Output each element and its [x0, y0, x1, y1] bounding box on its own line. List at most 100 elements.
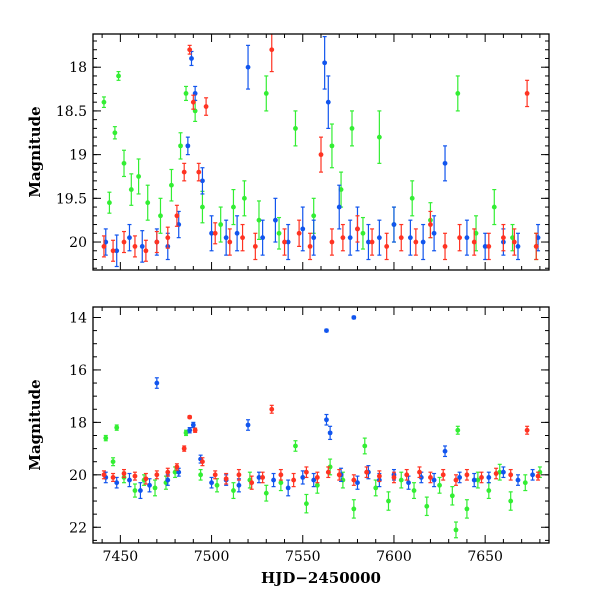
data-point [351, 506, 357, 512]
top-panel-data-points [101, 34, 541, 268]
data-point [223, 476, 229, 482]
data-point [293, 443, 298, 449]
data-point [428, 475, 433, 480]
data-point [103, 435, 109, 441]
data-point [501, 235, 506, 241]
top-panel: 18 18.5 19 19.5 20 Magnitude [26, 33, 550, 271]
data-point [535, 235, 541, 241]
data-point [376, 235, 382, 241]
data-point [121, 239, 127, 245]
data-point [293, 125, 298, 131]
data-point [260, 235, 266, 241]
data-point [101, 472, 107, 478]
data-point [464, 506, 470, 512]
data-point [256, 475, 262, 480]
data-point [143, 248, 149, 254]
data-point [271, 477, 276, 483]
data-point [282, 239, 287, 245]
data-point [189, 56, 194, 61]
data-point [260, 475, 266, 480]
data-point [227, 239, 233, 245]
bottom-panel-data-points [101, 315, 543, 539]
data-point [384, 244, 390, 249]
data-point [362, 443, 368, 449]
data-point [486, 475, 492, 480]
data-point [515, 244, 521, 249]
data-point [417, 469, 422, 475]
data-point [482, 244, 488, 249]
data-point [198, 472, 204, 478]
bottom-panel-ticks: 7450 7500 7550 7600 7650 14 16 18 20 22 [69, 307, 549, 565]
data-point [369, 239, 375, 245]
data-point [236, 482, 242, 488]
y-tick-label: 20 [69, 235, 87, 251]
top-panel-ticks: 18 18.5 19 19.5 20 [56, 34, 549, 270]
data-point [376, 473, 382, 479]
data-point [101, 99, 107, 105]
data-point [234, 230, 240, 236]
data-point [329, 239, 335, 245]
data-point [300, 226, 306, 232]
data-point [325, 469, 331, 475]
data-point [200, 459, 205, 465]
data-point [486, 488, 492, 493]
data-point [508, 498, 514, 504]
data-point [245, 64, 251, 70]
data-point [455, 91, 461, 96]
bottom-panel-x-axis-label: HJD−2450000 [261, 569, 381, 587]
data-point [491, 204, 497, 210]
data-point [209, 230, 214, 236]
data-point [431, 230, 437, 236]
data-point [252, 244, 258, 249]
data-point [165, 477, 171, 483]
data-point [442, 244, 448, 249]
data-point [174, 213, 180, 219]
data-point [457, 235, 463, 241]
data-point [139, 244, 145, 249]
x-tick-label: 7650 [467, 549, 503, 565]
data-point [366, 239, 371, 245]
data-point [132, 244, 138, 249]
data-point [154, 472, 160, 478]
data-point [196, 169, 202, 175]
data-point [107, 200, 112, 206]
data-point [136, 174, 142, 179]
data-point [112, 130, 118, 136]
data-point [263, 490, 269, 496]
data-point [143, 476, 149, 482]
data-point [214, 482, 220, 488]
data-point [231, 488, 236, 493]
data-point [311, 477, 317, 483]
data-point [471, 239, 477, 245]
data-point [311, 235, 317, 241]
data-point [223, 235, 229, 241]
data-point [524, 427, 530, 433]
data-point [269, 406, 275, 412]
data-point [285, 485, 291, 491]
data-point [190, 99, 196, 105]
data-point [138, 488, 143, 493]
data-point [114, 480, 120, 486]
data-point [128, 187, 134, 192]
data-point [212, 230, 218, 236]
data-point [132, 473, 138, 479]
data-point [407, 235, 413, 241]
data-point [351, 477, 357, 483]
data-point [515, 477, 521, 483]
data-point [355, 480, 360, 486]
data-point [493, 471, 499, 476]
data-point [172, 469, 178, 475]
data-point [453, 477, 459, 483]
data-point [411, 488, 417, 493]
data-point [336, 472, 342, 478]
data-point [338, 187, 344, 192]
data-point [300, 475, 306, 480]
data-point [479, 475, 484, 480]
data-point [178, 143, 183, 149]
data-point [449, 493, 455, 499]
data-point [349, 125, 355, 131]
y-tick-label: 18 [69, 60, 87, 76]
data-point [256, 217, 262, 223]
data-point [209, 480, 214, 486]
data-point [276, 230, 282, 236]
